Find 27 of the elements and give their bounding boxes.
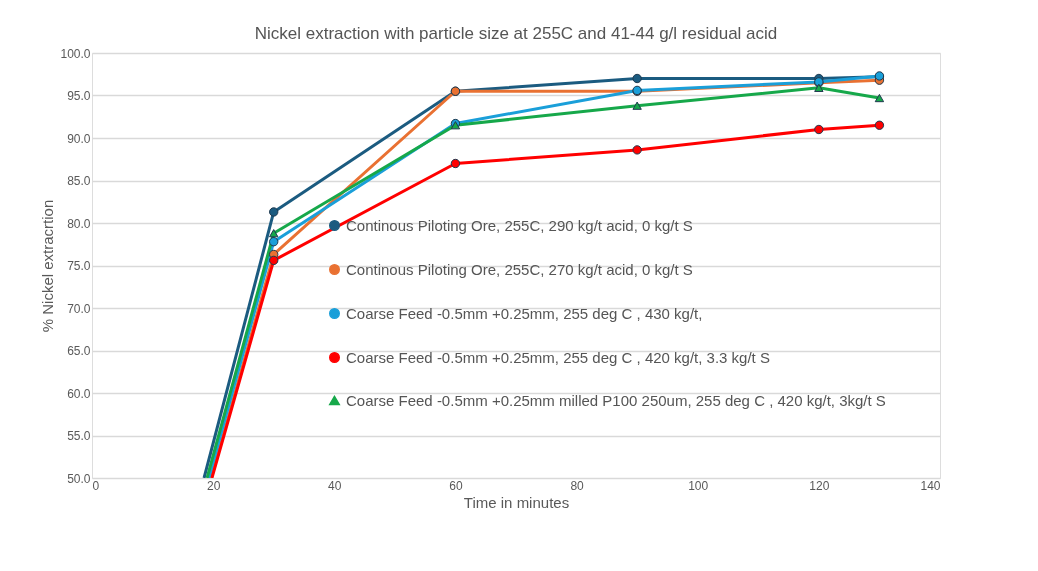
x-tick-label: 120 <box>809 478 830 493</box>
chart-title: Nickel extraction with particle size at 255C and 41-44 g/l residual acid <box>254 24 778 43</box>
legend-label: Continous Piloting Ore, 255C, 270 kg/t acid, 0 kg/t S <box>346 260 693 278</box>
x-tick-label: 140 <box>920 478 941 493</box>
x-tick-label: 0 <box>92 478 100 493</box>
y-tick-label: 85.0 <box>67 174 91 188</box>
legend-label: Continous Piloting Ore, 255C, 290 kg/t acid, 0 kg/t S <box>346 216 693 234</box>
legend-label: Coarse Feed -0.5mm +0.25mm, 255 deg C , 420 kg/t, 3.3 kg/t S <box>346 348 770 366</box>
y-tick-label: 80.0 <box>67 216 91 231</box>
y-tick-label: 90.0 <box>67 131 91 146</box>
x-tick-label: 100 <box>688 478 709 493</box>
x-axis-title: Time in minutes <box>463 493 570 511</box>
y-tick-label: 50.0 <box>67 471 91 486</box>
y-tick-label: 70.0 <box>67 301 91 316</box>
legend-label: Coarse Feed -0.5mm +0.25mm milled P100 250um, 255 deg C , 420 kg/t, 3kg/t S <box>346 391 886 409</box>
y-tick-label: 60.0 <box>67 386 91 401</box>
x-tick-label: 20 <box>206 478 221 493</box>
x-tick-label: 80 <box>570 478 585 493</box>
y-axis-title: % Nickel extracrtion <box>39 199 57 333</box>
y-tick-label: 100.0 <box>60 46 91 61</box>
x-tick-label: 60 <box>449 478 463 493</box>
y-tick-label: 55.0 <box>67 429 91 443</box>
y-tick-label: 95.0 <box>67 89 91 103</box>
y-tick-label: 65.0 <box>67 344 91 358</box>
legend-label: Coarse Feed -0.5mm +0.25mm, 255 deg C , 430 kg/t, <box>346 304 703 322</box>
y-tick-label: 75.0 <box>67 259 91 273</box>
x-tick-label: 40 <box>328 478 342 493</box>
